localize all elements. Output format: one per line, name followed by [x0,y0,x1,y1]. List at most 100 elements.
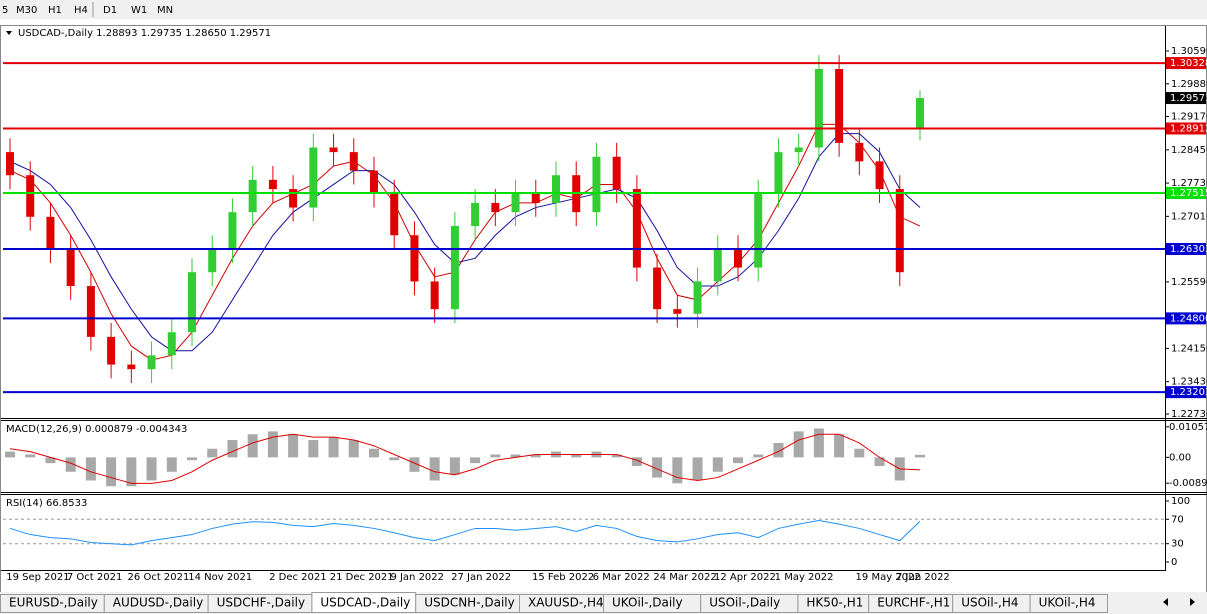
signal-line [9,433,921,484]
moving-average [9,133,921,352]
candle-body [450,226,459,310]
tab-label[interactable]: UKOil-,Daily [612,596,683,610]
toolbar [0,0,1207,19]
x-tick-label: 1 May 2022 [775,572,834,583]
macd-bar [65,457,76,472]
macd-bar [308,440,319,458]
level-label: 1.26303 [1170,244,1207,255]
x-tick-label: 7 Oct 2021 [67,572,122,583]
macd-bar [672,457,683,484]
candle-body [268,179,277,190]
macd-bar [470,457,481,464]
candle-body [855,142,864,162]
candle-body [349,152,358,171]
timeframe-button[interactable]: 5 [2,5,8,16]
candle-body [188,272,196,333]
symbol-menu[interactable] [6,31,12,35]
candle-body [835,68,844,143]
candle-body [734,249,742,268]
x-tick-label: 24 Mar 2022 [653,572,716,583]
tab-label[interactable]: AUDUSD-,Daily [113,596,203,610]
macd-bar [267,431,278,458]
macd-bar [874,457,885,467]
level-label-box [1166,242,1206,255]
tab-scroll-right[interactable] [1190,598,1195,606]
y-tick-label: 1.24150 [1171,343,1207,354]
tab-scroll-left[interactable] [1163,598,1168,606]
timeframe-button[interactable]: MN [157,5,173,16]
y-tick-label: 1.25590 [1171,277,1207,288]
candle-body [127,364,136,370]
candle-body [46,216,55,250]
y-tick-label: 1.30590 [1171,46,1207,57]
macd-bar [510,454,521,458]
candle-body [66,249,75,287]
macd-bar [227,440,238,458]
level-label: 1.24800 [1170,313,1207,324]
candle-body [511,193,520,213]
candle-body [309,147,318,208]
y-tick-label: 1.23430 [1171,377,1207,388]
candle-body [814,68,823,148]
macd-bar [429,457,440,481]
macd-bar [652,457,663,478]
last-price-label: 1.29571 [1170,93,1207,104]
macd-bar [449,457,460,475]
macd-bar [106,457,117,487]
macd-bar [813,428,824,458]
macd-bar [126,457,137,487]
timeframe-button[interactable]: D1 [103,5,117,16]
tab-label[interactable]: XAUUSD-,H4 [528,596,604,610]
tab-label[interactable]: USDCHF-,Daily [217,596,305,610]
level-label-box [1166,122,1206,135]
rsi-line [9,520,921,546]
candle-body [410,235,419,282]
macd-bar [854,448,865,458]
level-label-box [1166,386,1206,399]
macd-bar [733,457,743,464]
macd-bar [753,454,764,458]
tab-label[interactable]: USDCNH-,Daily [424,596,515,610]
macd-bar [712,457,723,472]
tab[interactable] [1029,594,1108,613]
macd-bar [631,457,642,467]
macd-bar [793,431,804,458]
x-tick-label: 19 May 2022 [856,572,921,583]
candle-body [430,281,439,310]
tab-label[interactable]: USDCAD-,Daily [320,596,410,610]
timeframe-button[interactable]: H4 [74,5,88,16]
macd-bar [207,448,218,458]
candle-body [754,193,763,268]
timeframe-button[interactable]: H1 [48,5,62,16]
candle-body [289,189,298,208]
x-tick-label: 19 Sep 2021 [6,572,69,583]
candle-body [107,336,116,365]
candle-body [774,152,783,194]
tab-label[interactable]: USOil-,Daily [709,596,780,610]
candle-body [612,156,621,190]
tab-label[interactable]: USOil-,H4 [961,596,1018,610]
macd-bar [187,457,197,461]
x-tick-label: 15 Feb 2022 [532,572,594,583]
candle-body [390,193,399,236]
tab-label[interactable]: HK50-,H1 [806,596,863,610]
tab-label[interactable]: EURUSD-,Daily [9,596,98,610]
tab-label[interactable]: UKOil-,H4 [1039,596,1096,610]
y-tick-label: 1.27010 [1171,211,1207,222]
tab-label[interactable]: EURCHF-,H1 [877,596,950,610]
timeframe-button[interactable]: W1 [131,5,147,16]
macd-bar [166,457,177,472]
y-tick-label: 0.010578 [1169,422,1207,433]
macd-bar [369,448,379,458]
candle-body [471,202,480,227]
y-tick-label: 100 [1171,496,1190,507]
x-tick-label: 6 Mar 2022 [593,572,650,583]
level-label: 1.30328 [1170,58,1207,69]
macd-bar [409,457,420,472]
level-label-box [1166,186,1206,199]
timeframe-button[interactable]: M30 [16,5,37,16]
candle-body [713,249,722,282]
candle-body [673,309,682,314]
candle-body [228,212,237,250]
candle-body [370,170,378,194]
